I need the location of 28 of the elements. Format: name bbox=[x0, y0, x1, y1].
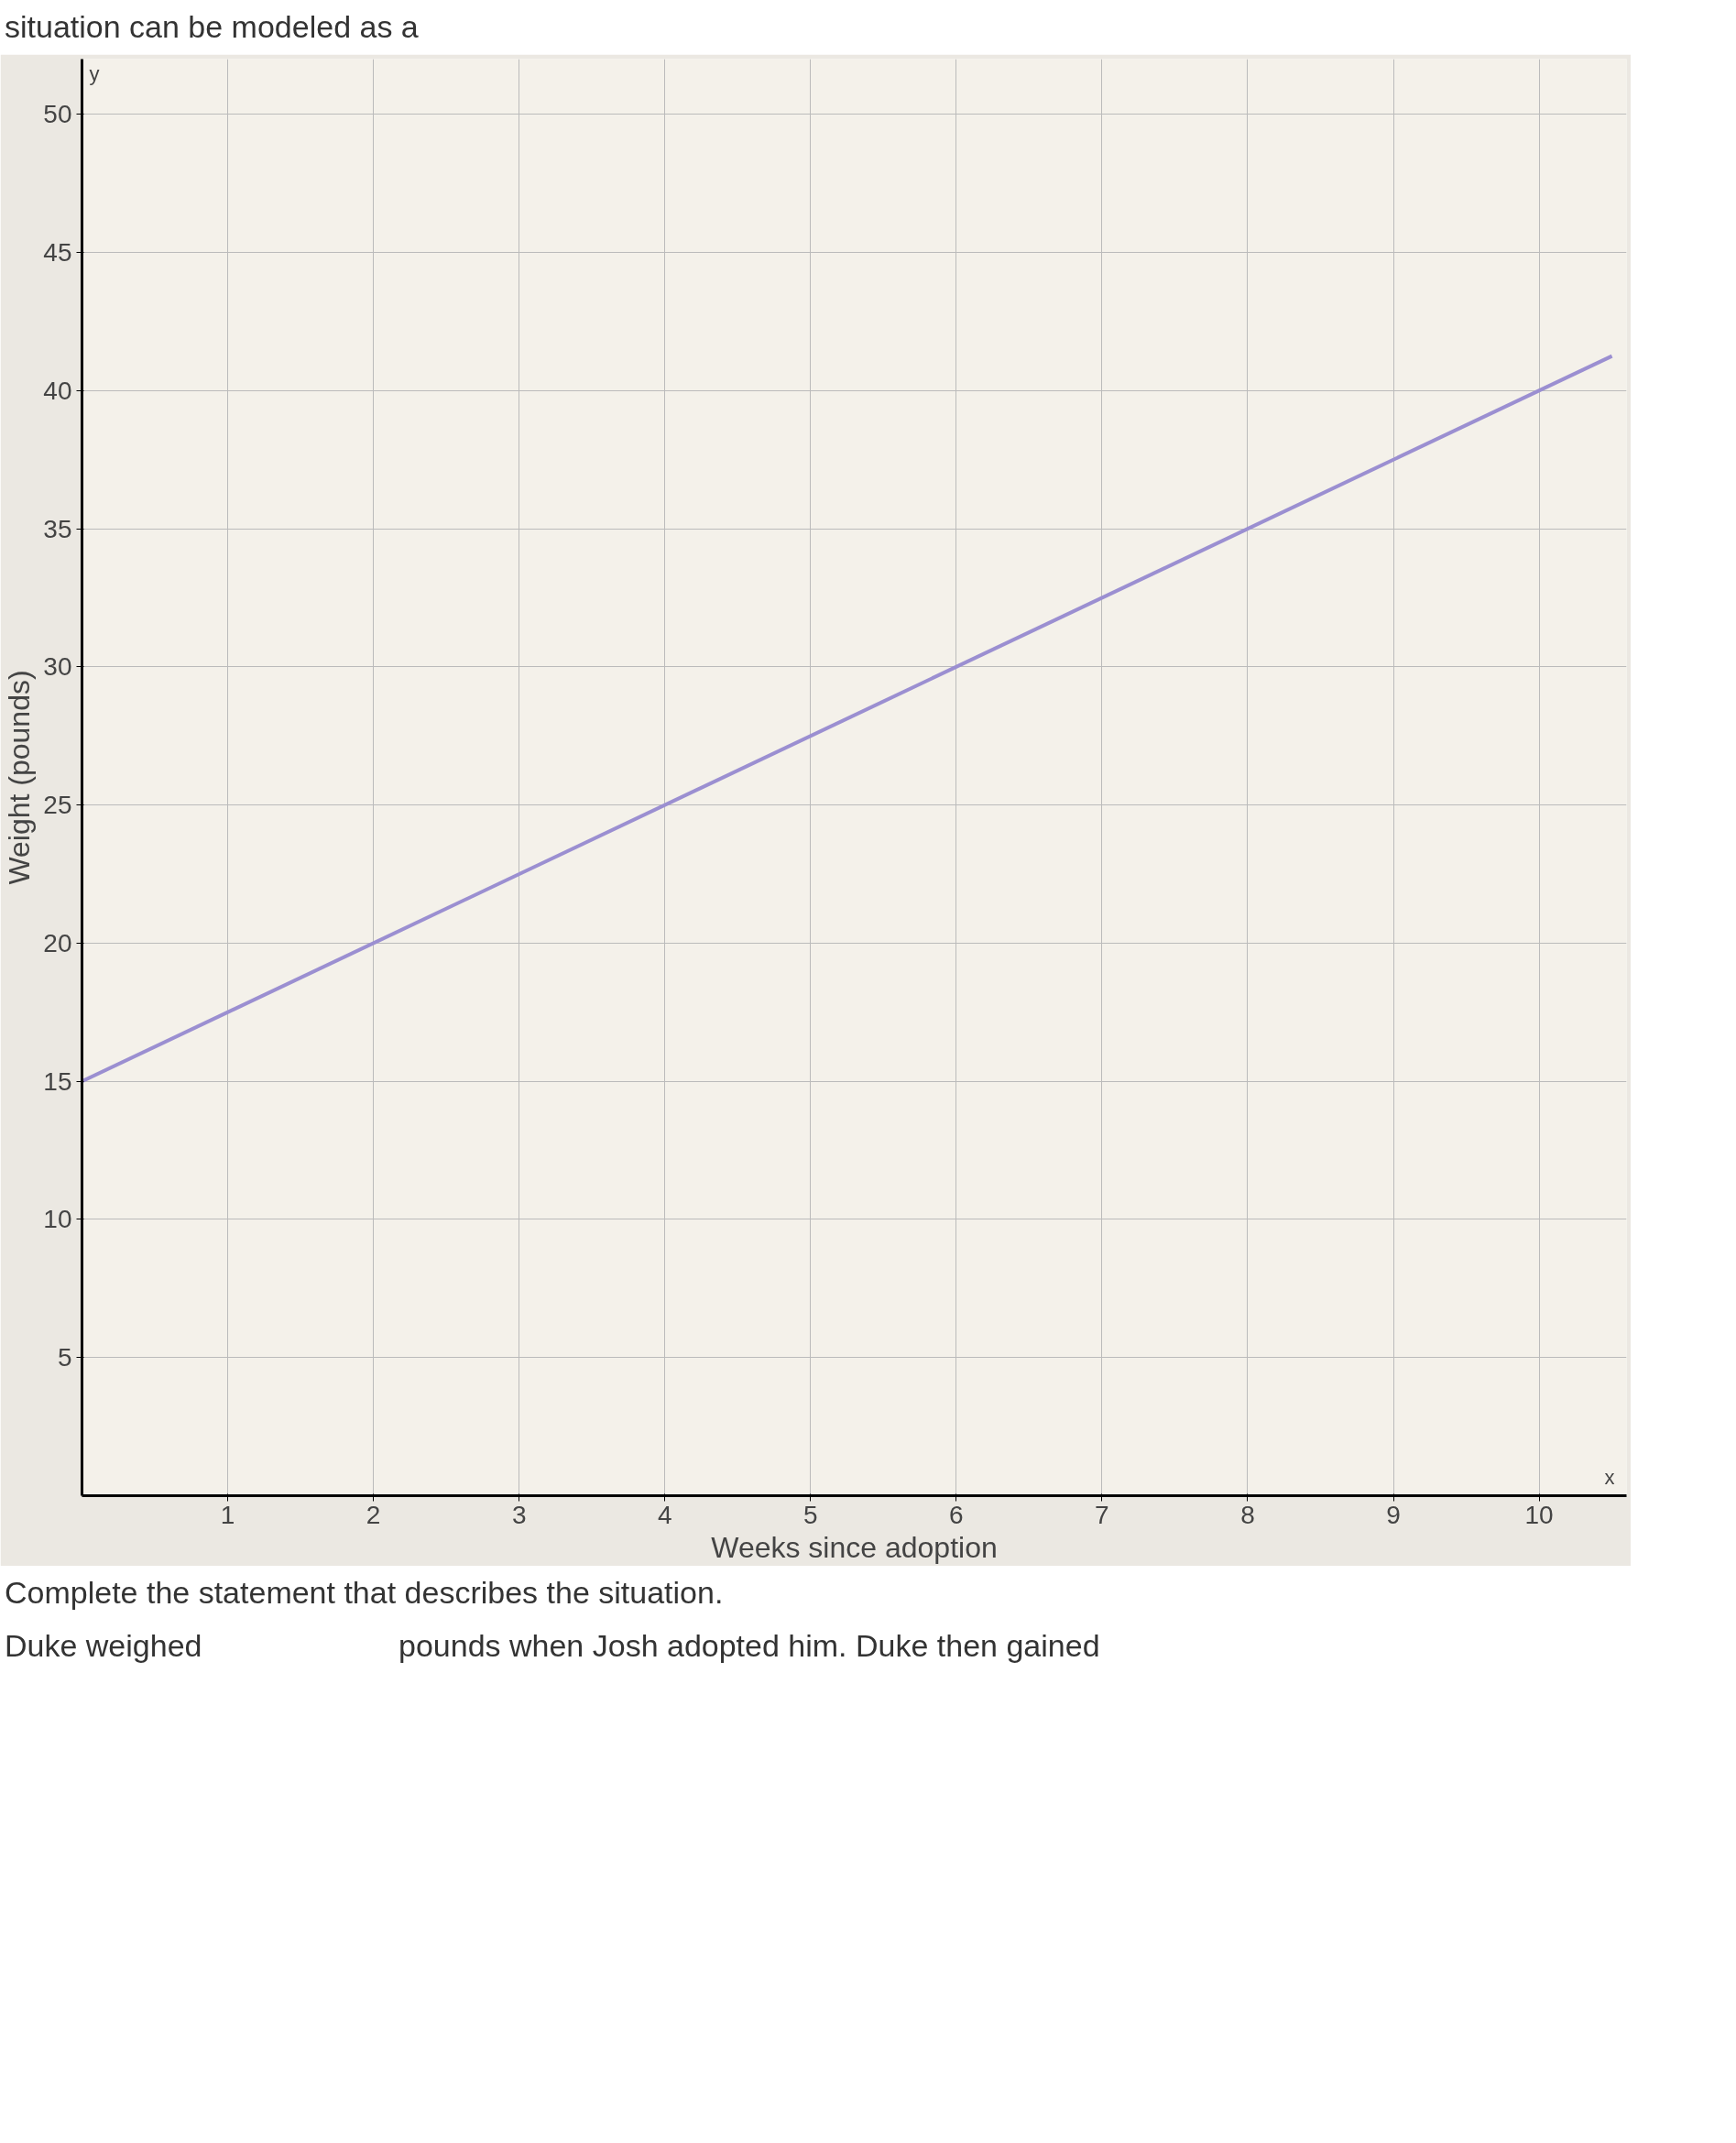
x-tick-label: 2 bbox=[366, 1500, 381, 1529]
y-tick-label: 45 bbox=[43, 237, 72, 267]
text: Complete the statement that describes the situation. bbox=[5, 1573, 724, 1612]
y-tick-label: 15 bbox=[43, 1066, 72, 1096]
x-tick-label: 8 bbox=[1240, 1500, 1255, 1529]
y-axis-title: Weight (pounds) bbox=[3, 669, 37, 885]
text: situation can be modeled as a bbox=[5, 8, 419, 46]
y-tick-label: 40 bbox=[43, 376, 72, 405]
x-tick-label: 1 bbox=[220, 1500, 235, 1529]
x-tick-label: 7 bbox=[1095, 1500, 1109, 1529]
y-tick-label: 25 bbox=[43, 790, 72, 819]
text: Duke weighed bbox=[5, 1627, 202, 1666]
y-tick-label: 35 bbox=[43, 514, 72, 543]
y-tick-label: 10 bbox=[43, 1205, 72, 1234]
text: pounds when Josh adopted him. Duke then gained bbox=[399, 1627, 1100, 1666]
y-tick-label: 5 bbox=[57, 1342, 72, 1372]
annotation: y bbox=[89, 61, 100, 85]
x-tick-label: 9 bbox=[1386, 1500, 1401, 1529]
x-tick-label: 4 bbox=[657, 1500, 672, 1529]
x-tick-label: 10 bbox=[1524, 1500, 1554, 1529]
y-tick-label: 50 bbox=[43, 99, 72, 128]
x-tick-label: 5 bbox=[803, 1500, 818, 1529]
x-axis-title: Weeks since adoption bbox=[711, 1530, 998, 1564]
x-tick-label: 6 bbox=[949, 1500, 964, 1529]
y-tick-label: 20 bbox=[43, 928, 72, 957]
x-tick-label: 3 bbox=[511, 1500, 527, 1529]
y-tick-label: 30 bbox=[43, 651, 72, 681]
annotation: x bbox=[1604, 1465, 1615, 1489]
